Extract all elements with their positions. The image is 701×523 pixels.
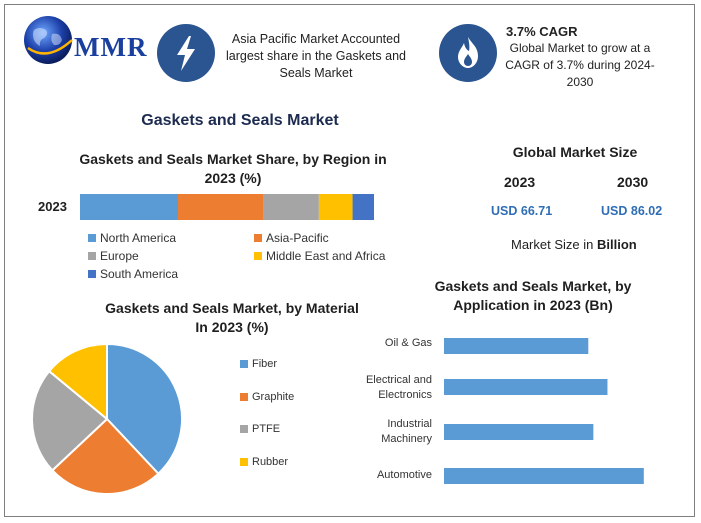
asia-pacific-share-text: Asia Pacific Market Accounted largest sh… (226, 32, 406, 80)
legend-label: Middle East and Africa (266, 249, 386, 263)
main-title: Gaskets and Seals Market (141, 112, 339, 129)
legend-swatch (88, 270, 96, 278)
legend-swatch (240, 458, 248, 466)
lightning-icon (157, 24, 215, 82)
pie-legend-item-ptfe: PTFE (240, 423, 280, 435)
market-size-year-2030: 2030 (617, 174, 649, 190)
pie-legend-item-fiber: Fiber (240, 358, 277, 370)
legend-swatch (88, 252, 96, 260)
region-bar-segment-south-america (352, 194, 374, 220)
app-bar-industrial-machinery (444, 424, 594, 440)
region-bar-segment-europe (263, 194, 319, 220)
legend-swatch (254, 234, 262, 242)
legend-label: Europe (100, 249, 139, 263)
legend-label: Fiber (252, 358, 278, 370)
pie-slice-fiber (106, 343, 183, 476)
application-bar-chart (444, 338, 644, 484)
app-category-label-oil-gas: Oil & Gas (384, 337, 432, 349)
legend-label: Rubber (252, 456, 289, 468)
legend-label: North America (100, 231, 177, 245)
legend-item-europe: Europe (88, 249, 139, 263)
infographic-frame (4, 4, 695, 517)
legend-label: PTFE (252, 423, 281, 435)
cagr-text: Global Market to grow at a CAGR of 3.7% … (505, 41, 655, 89)
app-bar-automotive (444, 468, 644, 484)
legend-item-asia-pacific: Asia-Pacific (254, 231, 329, 245)
legend-swatch (88, 234, 96, 242)
legend-swatch (240, 393, 248, 401)
material-pie-chart (31, 343, 183, 495)
legend-label: Asia-Pacific (266, 231, 329, 245)
region-bar-segment-middle-east-and-africa (318, 194, 353, 220)
application-chart-title: Gaskets and Seals Market, by Application… (434, 278, 632, 313)
market-size-note-prefix: Market Size in (511, 237, 597, 252)
region-bar-segment-north-america (80, 194, 178, 220)
market-size-year-2023: 2023 (504, 174, 536, 190)
region-stacked-bar (80, 194, 374, 220)
region-chart-title: Gaskets and Seals Market Share, by Regio… (79, 151, 387, 186)
legend-swatch (240, 360, 248, 368)
legend-item-middle-east-africa: Middle East and Africa (254, 249, 385, 263)
globe-logo-icon (24, 16, 73, 64)
market-size-value-2030: USD 86.02 (601, 204, 663, 218)
pie-slice-ptfe (31, 369, 109, 472)
material-chart-title: Gaskets and Seals Market, by Material In… (105, 300, 359, 335)
legend-label: Graphite (252, 391, 295, 403)
app-bar-oil-gas (444, 338, 589, 354)
region-year-label: 2023 (38, 199, 67, 214)
legend-label: South America (100, 267, 179, 281)
app-category-label-automotive: Automotive (376, 469, 432, 481)
app-category-label-industrial: Industrial Machinery (381, 418, 432, 445)
logo-text: MMR (74, 32, 148, 62)
pie-slice-graphite (50, 417, 160, 495)
pie-legend-item-rubber: Rubber (240, 456, 288, 468)
flame-icon (439, 24, 497, 82)
pie-slice-rubber (47, 343, 108, 422)
market-size-note: Market Size in Billion (511, 237, 637, 252)
legend-swatch (254, 252, 262, 260)
cagr-title: 3.7% CAGR (506, 24, 578, 39)
market-size-note-unit: Billion (596, 237, 637, 252)
pie-legend-item-graphite: Graphite (240, 391, 294, 403)
legend-item-south-america: South America (88, 267, 178, 281)
legend-item-north-america: North America (88, 231, 176, 245)
region-bar-segment-asia-pacific (178, 194, 264, 220)
app-bar-electrical-and-electronics (444, 379, 608, 395)
legend-swatch (240, 425, 248, 433)
market-size-value-2023: USD 66.71 (491, 204, 553, 218)
app-category-label-electrical: Electrical and Electronics (365, 374, 432, 401)
market-size-title: Global Market Size (512, 144, 638, 160)
